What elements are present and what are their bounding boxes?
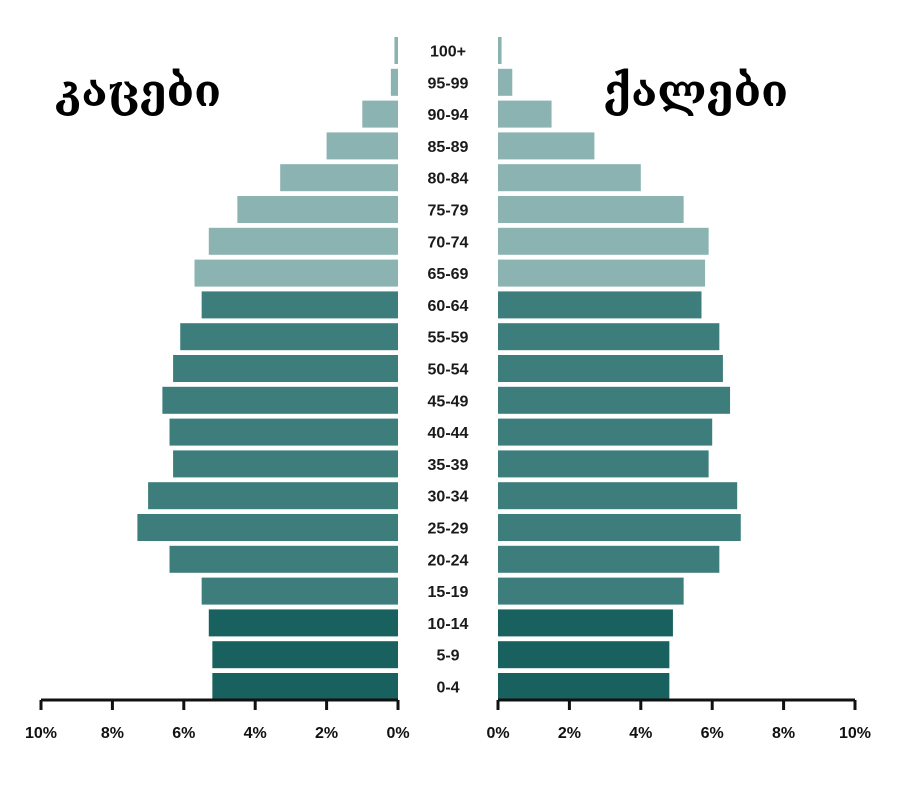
- bar-men-65-69: [194, 259, 398, 287]
- bar-women-25-29: [498, 514, 741, 541]
- bar-women-90-94: [498, 100, 552, 128]
- age-label-15-19: 15-19: [428, 584, 469, 601]
- age-label-0-4: 0-4: [436, 680, 459, 697]
- tick-label-left-5: 0%: [386, 725, 409, 742]
- tick-label-left-2: 6%: [172, 725, 195, 742]
- bar-men-95-99: [390, 68, 398, 96]
- bar-men-40-44: [169, 418, 398, 446]
- tick-label-right-2: 4%: [629, 725, 652, 742]
- age-label-100+: 100+: [430, 44, 466, 61]
- bar-women-100+: [498, 37, 502, 64]
- bar-men-85-89: [326, 132, 398, 160]
- bar-men-25-29: [137, 514, 398, 541]
- tick-label-right-1: 2%: [558, 725, 581, 742]
- bar-women-30-34: [498, 482, 738, 510]
- bar-men-75-79: [237, 196, 398, 223]
- left-side-title: კაცები: [55, 66, 222, 117]
- age-label-30-34: 30-34: [428, 489, 469, 506]
- bar-men-60-64: [201, 291, 398, 319]
- bar-men-55-59: [180, 323, 398, 351]
- tick-label-left-4: 2%: [315, 725, 338, 742]
- age-label-55-59: 55-59: [428, 330, 469, 347]
- bar-men-5-9: [212, 641, 398, 669]
- bar-women-35-39: [498, 450, 709, 478]
- bar-men-10-14: [208, 609, 398, 637]
- bar-women-10-14: [498, 609, 673, 637]
- bar-women-45-49: [498, 386, 731, 414]
- tick-label-left-1: 8%: [101, 725, 124, 742]
- bar-men-0-4: [212, 673, 398, 700]
- bar-men-50-54: [173, 355, 398, 382]
- age-label-95-99: 95-99: [428, 75, 469, 92]
- bar-women-95-99: [498, 68, 513, 96]
- age-label-75-79: 75-79: [428, 203, 469, 220]
- age-label-35-39: 35-39: [428, 457, 469, 474]
- bar-women-15-19: [498, 577, 684, 605]
- bar-men-35-39: [173, 450, 398, 478]
- age-label-85-89: 85-89: [428, 139, 469, 156]
- bar-men-15-19: [201, 577, 398, 605]
- age-label-80-84: 80-84: [428, 171, 469, 188]
- bar-women-70-74: [498, 227, 709, 255]
- bar-men-45-49: [162, 386, 398, 414]
- bar-men-90-94: [362, 100, 398, 128]
- bar-men-70-74: [208, 227, 398, 255]
- age-label-5-9: 5-9: [436, 648, 459, 665]
- bar-women-85-89: [498, 132, 595, 160]
- age-label-60-64: 60-64: [428, 298, 469, 315]
- bar-women-60-64: [498, 291, 702, 319]
- age-label-10-14: 10-14: [428, 616, 469, 633]
- bar-women-65-69: [498, 259, 706, 287]
- bar-women-40-44: [498, 418, 713, 446]
- age-label-65-69: 65-69: [428, 266, 469, 283]
- bar-women-75-79: [498, 196, 684, 223]
- tick-label-right-5: 10%: [839, 725, 871, 742]
- age-label-90-94: 90-94: [428, 107, 469, 124]
- tick-label-right-4: 8%: [772, 725, 795, 742]
- bar-women-50-54: [498, 355, 723, 382]
- age-label-70-74: 70-74: [428, 234, 469, 251]
- tick-label-right-3: 6%: [701, 725, 724, 742]
- bar-women-20-24: [498, 545, 720, 573]
- age-label-45-49: 45-49: [428, 393, 469, 410]
- age-label-25-29: 25-29: [428, 521, 469, 538]
- bar-women-0-4: [498, 673, 670, 700]
- age-label-50-54: 50-54: [428, 362, 469, 379]
- age-label-20-24: 20-24: [428, 552, 469, 569]
- right-side-title: ქალები: [603, 66, 789, 117]
- tick-label-left-0: 10%: [25, 725, 57, 742]
- bar-men-80-84: [280, 164, 398, 192]
- age-label-40-44: 40-44: [428, 425, 469, 442]
- bar-women-55-59: [498, 323, 720, 351]
- bar-men-100+: [394, 37, 398, 64]
- tick-label-left-3: 4%: [244, 725, 267, 742]
- bar-women-80-84: [498, 164, 641, 192]
- tick-label-right-0: 0%: [486, 725, 509, 742]
- bar-women-5-9: [498, 641, 670, 669]
- bar-men-30-34: [148, 482, 398, 510]
- bar-men-20-24: [169, 545, 398, 573]
